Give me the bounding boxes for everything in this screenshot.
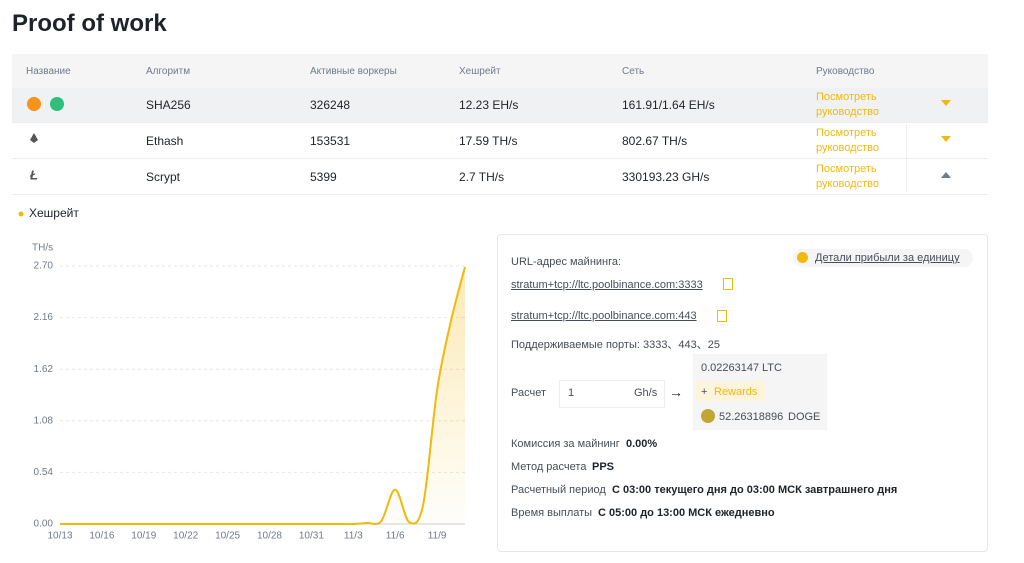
guide-link[interactable]: Посмотреть руководство: [816, 91, 879, 118]
legend-dot: [18, 211, 24, 217]
x-tick-label: 10/22: [173, 531, 198, 542]
ltc-unit: LTC: [762, 362, 782, 374]
details-icon: [797, 252, 808, 263]
table-cell: SHA256: [146, 98, 191, 112]
details-chip[interactable]: [793, 249, 973, 267]
guide-link[interactable]: Посмотреть руководство: [816, 127, 879, 154]
table-cell: 5399: [310, 170, 337, 184]
table-header-cell: Название: [26, 66, 71, 77]
info-label: Метод расчета: [511, 461, 587, 473]
x-tick-label: 10/19: [131, 531, 156, 542]
table-header-cell: Активные воркеры: [310, 66, 397, 77]
divider: [12, 122, 988, 123]
ports: Поддерживаемые порты: 3333、443、25: [511, 339, 721, 351]
copy-icon[interactable]: [717, 310, 727, 322]
x-tick-label: 11/3: [344, 531, 363, 542]
details-link[interactable]: Детали прибыли за единицу: [815, 252, 960, 264]
doge-icon: [701, 409, 715, 423]
hashrate-input[interactable]: [559, 380, 665, 408]
y-tick-label: 0.00: [34, 519, 54, 530]
x-tick-label: 10/28: [257, 531, 282, 542]
ltc-amount: 0.02263147: [701, 362, 760, 374]
chart: Хешрейт TH/s 0.00 0.54 1.08 1.62 2.16 2.70 10/…: [18, 206, 466, 542]
y-axis-label: TH/s: [32, 243, 53, 254]
plus: +: [701, 386, 708, 398]
ltc-icon: Ł: [29, 167, 38, 182]
y-tick-label: 2.16: [34, 312, 54, 323]
info-value: PPS: [592, 461, 615, 473]
eth-icon: [30, 133, 38, 143]
copy-icon[interactable]: [723, 278, 733, 290]
y-tick-label: 2.70: [34, 261, 54, 272]
input-unit: Gh/s: [634, 387, 658, 399]
divider: [12, 158, 988, 159]
line: [60, 266, 466, 526]
row-icons: Ł: [27, 97, 951, 182]
rewards-chip: [696, 381, 766, 401]
table-cell: 330193.23 GH/s: [622, 170, 710, 184]
x-tick-label: 11/6: [386, 531, 405, 542]
table-cell: 12.23 EH/s: [459, 98, 519, 112]
doge-amount: 52.26318896: [719, 411, 784, 423]
info-value: С 05:00 до 13:00 МСК ежедневно: [598, 507, 775, 519]
table-header-cell: Хешрейт: [459, 66, 501, 77]
info-value: 0.00%: [626, 438, 658, 450]
arrow-icon: →: [669, 384, 683, 400]
legend-label: Хешрейт: [29, 206, 79, 220]
guide-link[interactable]: Посмотреть руководство: [816, 163, 879, 190]
url-label: URL-адрес майнинга:: [511, 256, 622, 268]
x-tick-label: 10/13: [47, 531, 72, 542]
bch-icon: [50, 97, 64, 111]
table-cell: Scrypt: [146, 170, 181, 184]
input-value[interactable]: 1: [568, 387, 575, 399]
info-label: Комиссия за майнинг: [511, 438, 620, 450]
area: [60, 266, 465, 525]
y-tick-label: 1.08: [34, 415, 54, 426]
divider: [12, 194, 988, 195]
url-link[interactable]: stratum+tcp://ltc.poolbinance.com:443: [511, 310, 697, 322]
info-value: С 03:00 текущего дня до 03:00 МСК завтра…: [612, 484, 898, 496]
table-cell: 2.7 TH/s: [459, 170, 505, 184]
table-header-cell: Руководство: [816, 66, 875, 77]
page-title: Proof of work: [12, 10, 167, 37]
expand-arrow[interactable]: [941, 136, 951, 142]
y-tick-label: 1.62: [34, 364, 54, 375]
table-header-cell: Сеть: [622, 66, 645, 77]
y-tick-label: 0.54: [34, 467, 54, 478]
x-tick-label: 10/16: [89, 531, 114, 542]
table-cell: 802.67 TH/s: [622, 134, 688, 148]
table-header: [12, 54, 988, 88]
info-label: Время выплаты: [511, 507, 593, 519]
collapse-arrow[interactable]: [941, 172, 951, 178]
url-link[interactable]: stratum+tcp://ltc.poolbinance.com:3333: [511, 279, 703, 291]
table-header-cell: Алгоритм: [146, 66, 191, 77]
rewards: Rewards: [714, 386, 758, 398]
x-tick-label: 10/31: [299, 531, 324, 542]
table-cell: 161.91/1.64 EH/s: [622, 98, 715, 112]
table-cell: 17.59 TH/s: [459, 134, 518, 148]
btc-icon: [27, 97, 41, 111]
row-highlight: [12, 88, 988, 122]
table-cell: Ethash: [146, 134, 184, 148]
x-tick-label: 10/25: [215, 531, 240, 542]
x-tick-label: 11/9: [428, 531, 447, 542]
info-label: Расчетный период: [511, 484, 606, 496]
table-cell: 153531: [310, 134, 351, 148]
mining-panel: [497, 234, 988, 552]
calc-label: Расчет: [511, 387, 546, 399]
table-cell: 326248: [310, 98, 351, 112]
doge-unit: DOGE: [788, 411, 821, 423]
divider: [906, 124, 907, 192]
expand-arrow[interactable]: [941, 100, 951, 106]
